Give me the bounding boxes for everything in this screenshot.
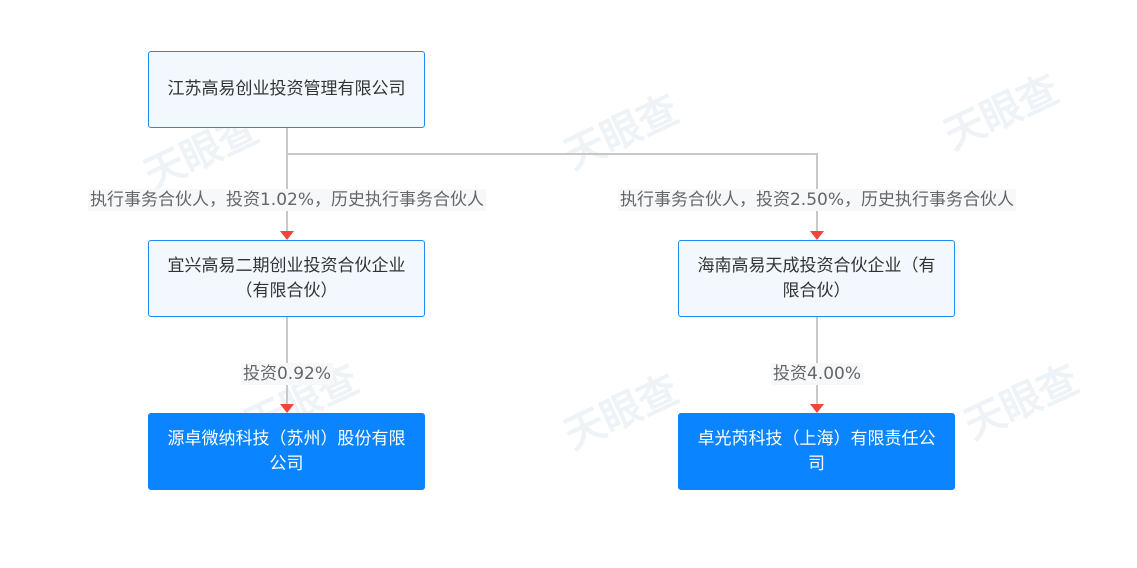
arrow-icon (810, 404, 824, 413)
node-mid-left[interactable]: 宜兴高易二期创业投资合伙企业（有限合伙） (148, 240, 425, 317)
node-mid-right[interactable]: 海南高易天成投资合伙企业（有限合伙） (678, 240, 955, 317)
arrow-icon (280, 231, 294, 240)
watermark: 天眼查 (957, 356, 1086, 449)
edge-line (286, 317, 288, 405)
node-leaf-left[interactable]: 源卓微纳科技（苏州）股份有限公司 (148, 413, 425, 490)
node-leaf-right[interactable]: 卓光芮科技（上海）有限责任公司 (678, 413, 955, 490)
arrow-icon (810, 231, 824, 240)
node-root[interactable]: 江苏高易创业投资管理有限公司 (148, 51, 425, 128)
edge-line (286, 127, 288, 232)
watermark: 天眼查 (557, 366, 686, 459)
arrow-icon (280, 404, 294, 413)
edge-label-mid-left-leaf: 投资0.92% (240, 363, 334, 385)
edge-label-root-mid-right: 执行事务合伙人，投资2.50%，历史执行事务合伙人 (617, 189, 1017, 211)
edge-line (286, 153, 817, 155)
edge-line (816, 317, 818, 405)
edge-label-root-mid-left: 执行事务合伙人，投资1.02%，历史执行事务合伙人 (87, 189, 487, 211)
watermark: 天眼查 (557, 86, 686, 179)
watermark: 天眼查 (937, 66, 1066, 159)
edge-label-mid-right-leaf: 投资4.00% (770, 363, 864, 385)
